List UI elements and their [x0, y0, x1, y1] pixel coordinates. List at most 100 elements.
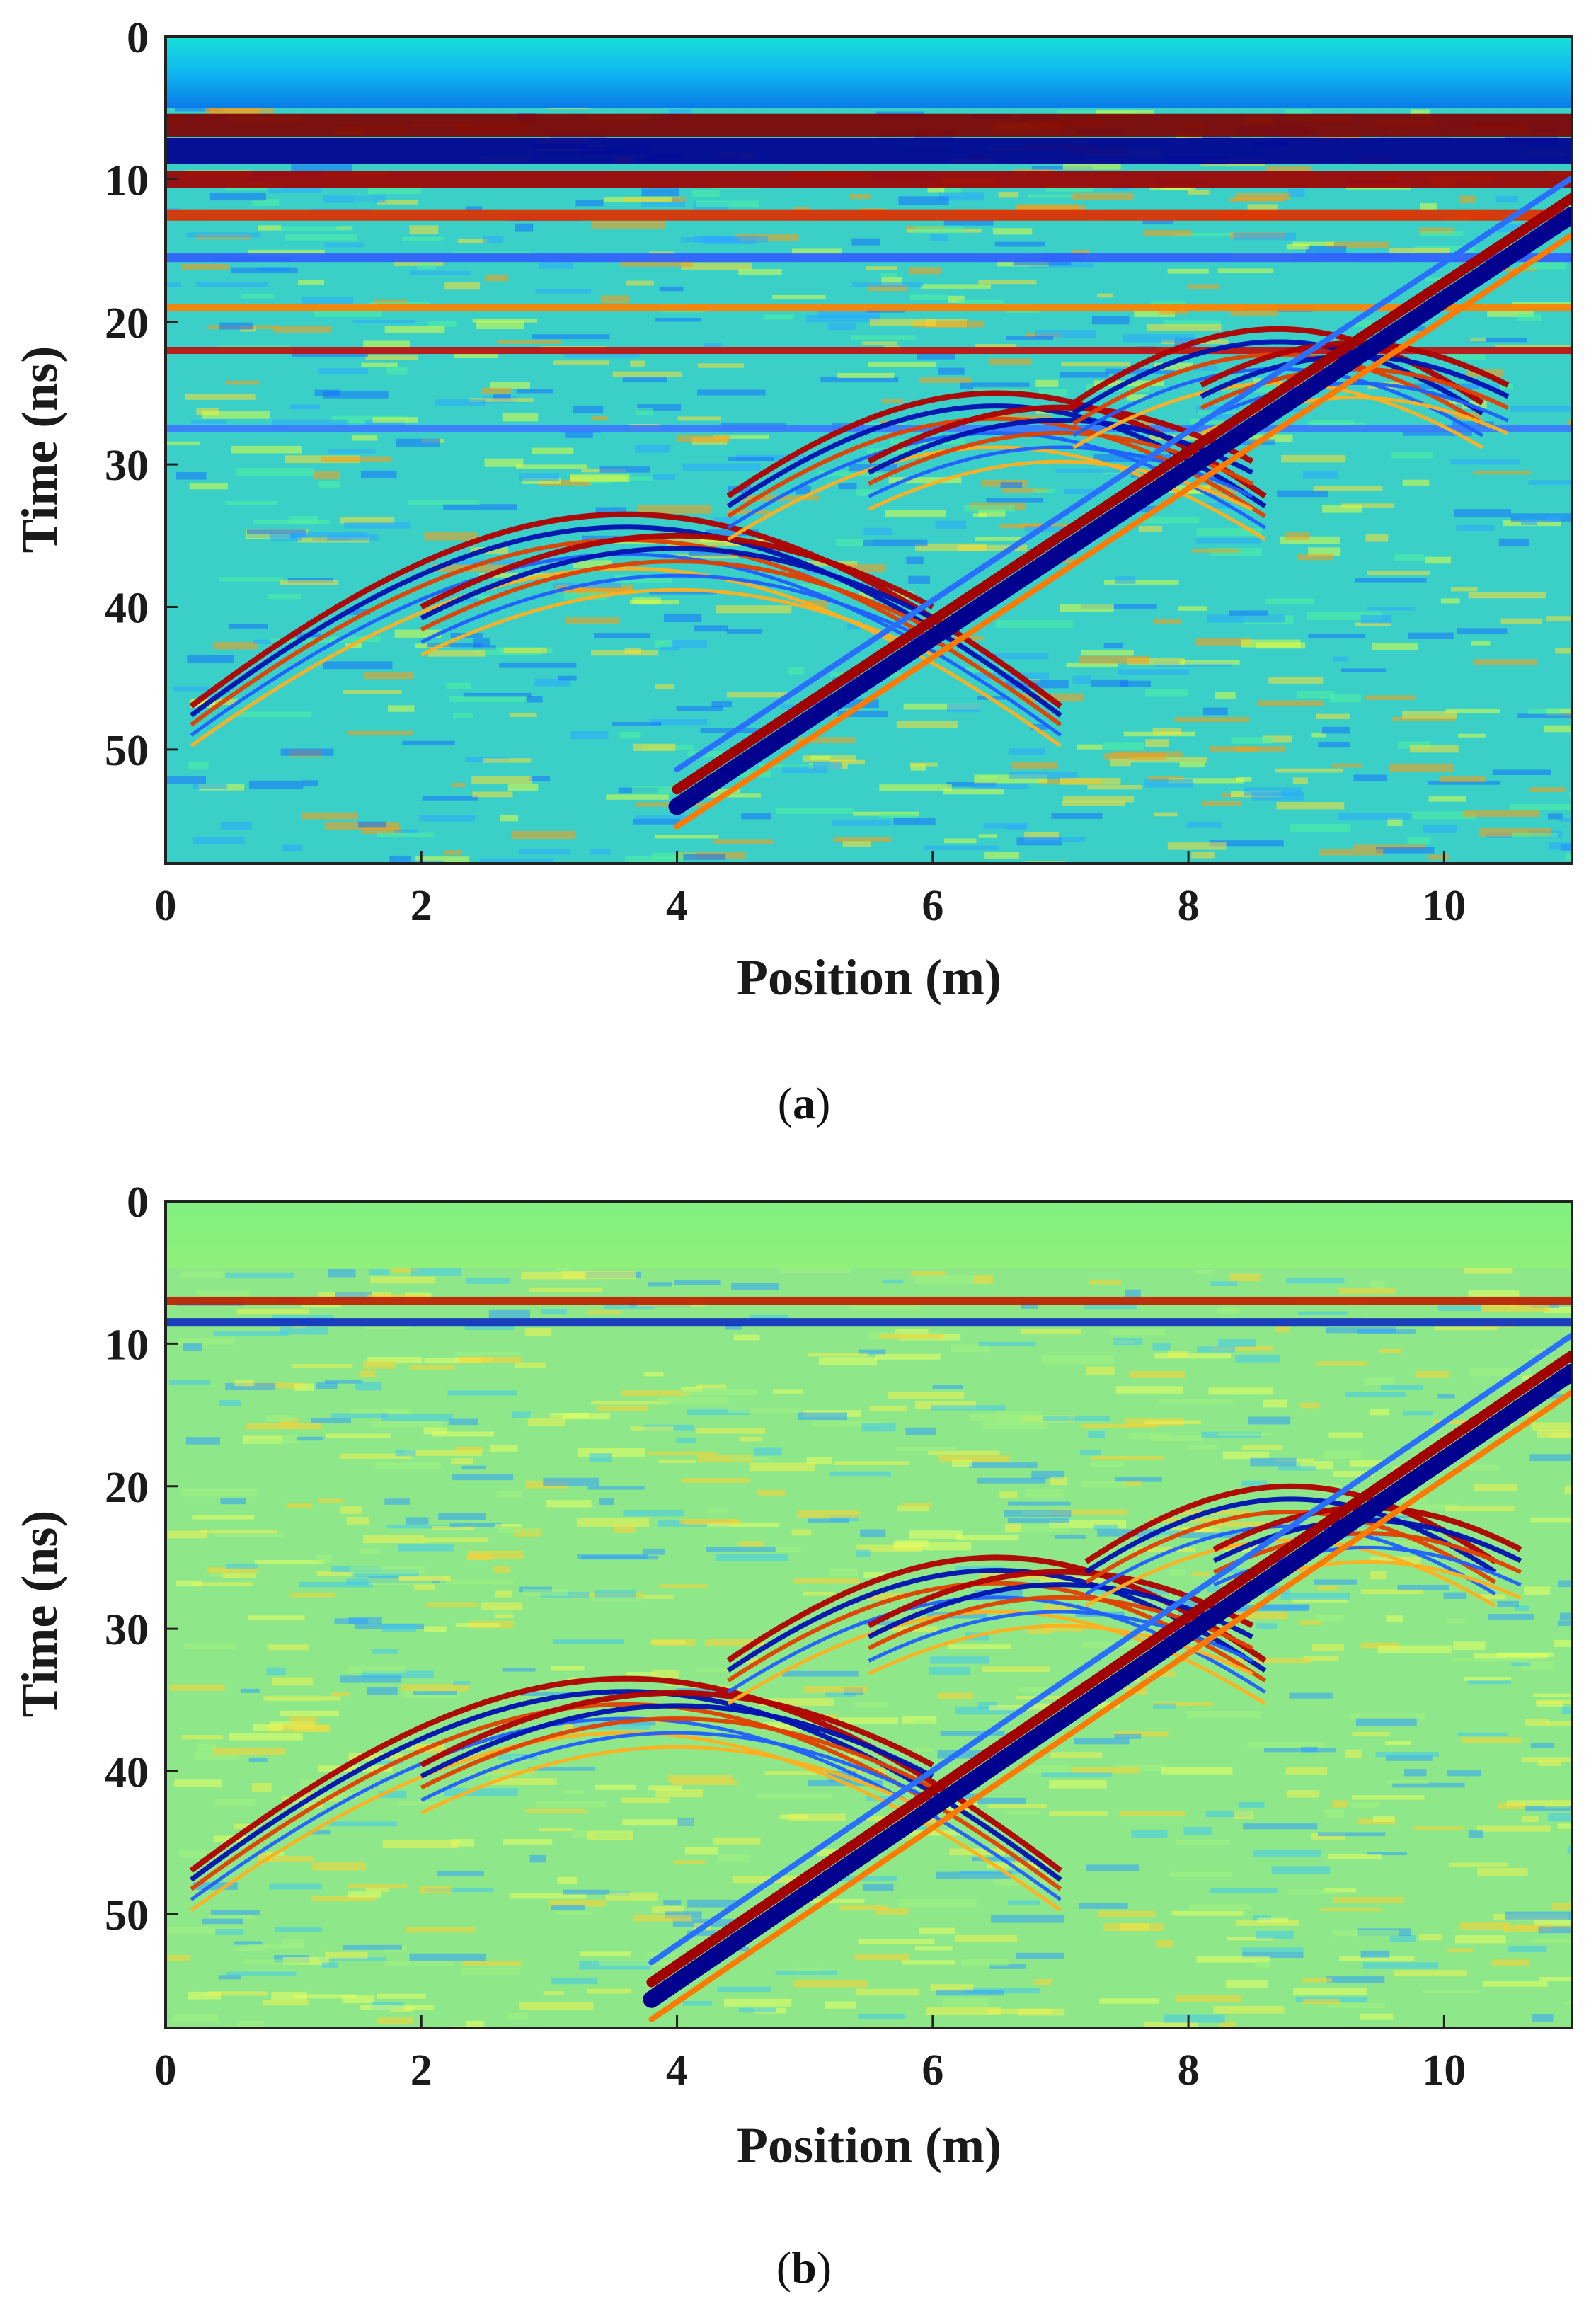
noise-mark [346, 1516, 369, 1525]
noise-mark [591, 650, 659, 656]
noise-mark [691, 189, 720, 197]
noise-mark [1006, 1525, 1070, 1533]
noise-mark [687, 1899, 740, 1908]
noise-mark [829, 1471, 891, 1477]
noise-mark [328, 1268, 356, 1278]
noise-mark [994, 1878, 1055, 1886]
noise-mark [932, 1385, 964, 1389]
noise-mark [398, 1576, 452, 1582]
noise-mark [788, 1813, 846, 1821]
noise-mark [1229, 1611, 1287, 1620]
noise-mark [1403, 1503, 1458, 1510]
noise-mark [633, 818, 681, 825]
noise-mark [1367, 607, 1416, 611]
noise-mark [328, 449, 376, 454]
noise-mark [788, 667, 804, 675]
noise-mark [365, 355, 418, 360]
noise-mark [514, 1362, 546, 1368]
noise-mark [978, 280, 1037, 285]
noise-mark [1062, 796, 1135, 803]
noise-mark [978, 834, 997, 838]
noise-mark [843, 563, 887, 573]
noise-mark [1000, 482, 1023, 488]
noise-mark [492, 1778, 557, 1785]
noise-mark [1571, 429, 1572, 437]
noise-mark [483, 236, 504, 244]
noise-mark [1125, 1289, 1141, 1297]
noise-mark [1057, 110, 1135, 116]
noise-mark [228, 624, 268, 629]
noise-mark [1236, 1920, 1299, 1926]
noise-mark [525, 696, 543, 703]
noise-mark [1305, 246, 1347, 254]
noise-mark [1096, 110, 1154, 115]
y-tick-label: 0 [127, 1179, 149, 1227]
noise-mark [803, 600, 828, 608]
noise-mark [1247, 204, 1278, 212]
noise-mark [169, 1684, 225, 1691]
noise-mark [681, 262, 752, 270]
noise-mark [1198, 410, 1262, 415]
noise-mark [653, 474, 676, 480]
noise-mark [992, 228, 1033, 235]
noise-mark [342, 1995, 374, 2003]
noise-mark [190, 699, 216, 708]
noise-mark [915, 1946, 953, 1951]
noise-mark [480, 858, 554, 864]
noise-mark [1559, 1612, 1572, 1620]
noise-mark [289, 1716, 317, 1724]
noise-mark [1447, 352, 1486, 360]
noise-mark [234, 1380, 255, 1387]
x-ticks-b: 0 2 4 6 8 10 [155, 2015, 1466, 2094]
noise-mark [351, 435, 378, 441]
noise-mark [658, 1459, 696, 1464]
noise-mark [991, 1914, 1065, 1923]
noise-mark [1369, 1280, 1385, 1290]
noise-mark [587, 1988, 631, 1994]
noise-mark [471, 776, 532, 784]
noise-mark [832, 819, 892, 826]
noise-mark [280, 1327, 328, 1335]
noise-mark [648, 1282, 672, 1287]
noise-mark [1571, 856, 1572, 864]
noise-mark [225, 1563, 258, 1569]
noise-mark [725, 1324, 742, 1330]
noise-mark [724, 1998, 792, 2007]
noise-mark [570, 474, 630, 482]
noise-mark [1451, 587, 1478, 592]
hyperbola-arc [420, 1745, 934, 1815]
noise-mark [1007, 1501, 1071, 1506]
noise-mark [1567, 1845, 1572, 1854]
noise-mark [1530, 1517, 1572, 1523]
noise-mark [1103, 469, 1141, 474]
noise-mark [775, 808, 854, 814]
noise-mark [1127, 394, 1147, 401]
noise-mark [1148, 776, 1184, 781]
noise-mark [515, 223, 534, 232]
noise-mark [654, 835, 719, 839]
noise-mark [210, 107, 260, 116]
noise-mark [660, 646, 679, 651]
noise-mark [1032, 488, 1055, 493]
noise-mark [728, 510, 771, 515]
noise-mark [594, 633, 651, 638]
noise-mark [188, 761, 209, 770]
noise-mark [1389, 248, 1450, 253]
noise-mark [312, 1862, 367, 1871]
noise-mark [187, 1991, 221, 2000]
noise-mark [271, 1991, 307, 2000]
noise-mark [576, 1518, 650, 1527]
noise-mark [214, 1532, 285, 1538]
noise-mark [316, 1571, 353, 1576]
noise-mark [273, 326, 332, 333]
noise-mark [1174, 232, 1232, 237]
y-ticks-b: 0 10 20 30 40 50 [105, 1179, 178, 1939]
noise-mark [266, 1667, 286, 1676]
noise-mark [1116, 1764, 1166, 1772]
noise-mark [331, 415, 408, 423]
noise-mark [461, 1465, 486, 1470]
noise-mark [1268, 677, 1324, 684]
noise-mark [180, 1271, 224, 1278]
noise-mark [519, 2002, 594, 2010]
